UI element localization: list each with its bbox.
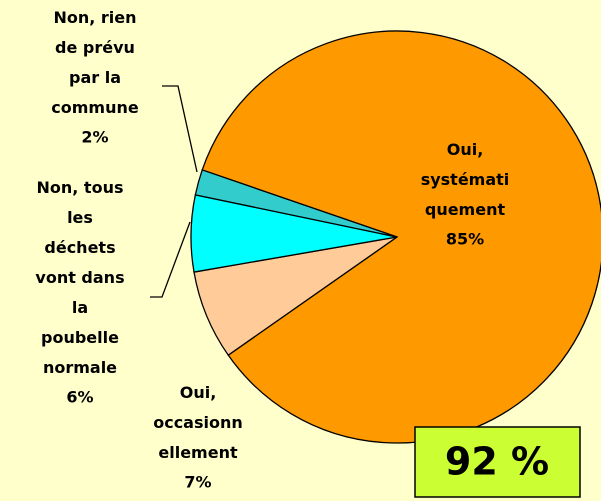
value-label: 85% — [446, 230, 484, 249]
value-label: 2% — [81, 128, 108, 147]
annotation: 92 % — [445, 440, 549, 484]
value-label: 6% — [66, 388, 93, 407]
category-label: Non, tous les déchets vont dans la poubelle no… — [35, 178, 124, 377]
annotation-box — [414, 426, 581, 498]
leader-line — [162, 85, 198, 173]
category-label: Oui, occasionn ellement — [153, 383, 243, 462]
value-label: 7% — [184, 473, 211, 492]
pie-slice — [194, 169, 398, 238]
leader-line — [150, 221, 191, 298]
category-label: Oui, systémati quement — [421, 140, 510, 219]
pie — [190, 30, 601, 444]
category-label: Non, rien de prévu par la commune — [51, 8, 139, 117]
